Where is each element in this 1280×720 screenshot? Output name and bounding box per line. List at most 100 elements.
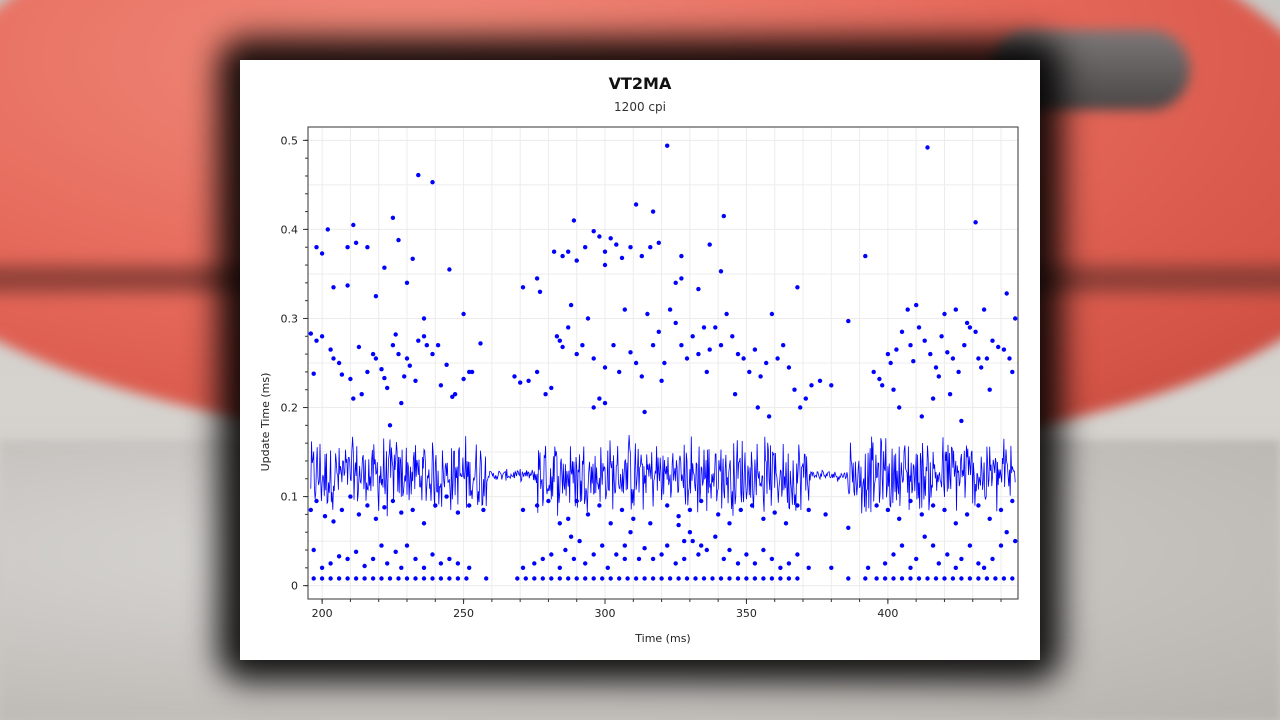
data-point	[619, 255, 625, 261]
data-point	[540, 576, 545, 581]
data-point	[752, 576, 758, 581]
data-point	[387, 423, 393, 428]
data-point	[404, 543, 410, 548]
data-point	[1004, 530, 1009, 535]
data-point	[402, 374, 407, 379]
data-point	[622, 543, 627, 548]
data-point	[605, 565, 610, 570]
data-point	[543, 392, 548, 397]
data-point	[421, 316, 427, 321]
y-axis-ticks: 0 0.1 0.2 0.3 0.4 0.5	[281, 134, 308, 593]
data-point	[447, 556, 452, 562]
x-axis-ticks: 200 250 300 350 400	[312, 599, 1002, 620]
data-point	[404, 356, 410, 361]
x-tick-label: 250	[453, 607, 474, 620]
data-point	[967, 325, 973, 330]
data-point	[699, 498, 704, 504]
data-point	[399, 510, 404, 515]
data-point	[370, 351, 376, 357]
data-point	[534, 276, 540, 281]
data-point	[891, 576, 896, 581]
data-point	[684, 356, 690, 361]
data-point	[925, 576, 930, 581]
data-point	[727, 547, 732, 553]
data-point	[911, 359, 916, 364]
data-point	[817, 378, 823, 383]
data-point	[667, 576, 673, 581]
data-point	[447, 576, 452, 581]
data-point	[721, 556, 726, 562]
chart-svg: VT2MA 1200 cpi 200 250 300 350 400 0 0.1 0.2 0.…	[259, 74, 1019, 645]
data-point	[696, 351, 701, 357]
data-point	[421, 334, 427, 339]
data-point	[336, 360, 342, 366]
data-point	[319, 576, 325, 581]
data-point	[665, 143, 670, 148]
data-point	[682, 556, 687, 562]
data-point	[461, 376, 466, 382]
series-line-group	[310, 434, 1016, 517]
data-point	[614, 552, 619, 557]
data-point	[945, 350, 950, 355]
data-point	[574, 498, 579, 504]
data-point	[421, 565, 427, 570]
data-point	[345, 556, 350, 562]
data-point	[571, 218, 577, 223]
data-point	[673, 561, 678, 566]
data-point	[585, 512, 591, 517]
data-point	[755, 405, 760, 410]
data-point	[962, 343, 967, 348]
data-point	[430, 180, 435, 185]
data-point	[764, 360, 769, 366]
data-point	[336, 554, 342, 559]
data-point	[846, 576, 851, 581]
data-point	[667, 307, 673, 312]
data-point	[608, 576, 613, 581]
data-point	[540, 556, 545, 562]
data-point	[370, 576, 376, 581]
data-point	[484, 576, 489, 581]
data-point	[362, 563, 367, 569]
data-point	[673, 320, 678, 326]
data-point	[566, 516, 571, 521]
data-point	[701, 576, 707, 581]
data-point	[549, 385, 554, 391]
data-point	[947, 392, 953, 397]
data-point	[786, 561, 792, 566]
data-point	[600, 576, 605, 581]
data-point	[650, 556, 656, 562]
data-point	[438, 576, 444, 581]
data-point	[687, 507, 693, 513]
data-point	[679, 253, 684, 259]
data-point	[976, 576, 981, 581]
data-point	[642, 546, 647, 551]
data-point	[916, 325, 922, 330]
data-point	[577, 538, 582, 544]
data-point	[806, 507, 811, 513]
data-point	[659, 576, 664, 581]
data-point	[914, 556, 919, 562]
data-point	[396, 576, 401, 581]
data-point	[908, 576, 913, 581]
data-point	[591, 405, 596, 410]
data-point	[769, 576, 775, 581]
data-point	[953, 521, 958, 526]
data-point	[936, 374, 941, 379]
data-point	[574, 351, 579, 357]
data-point	[534, 503, 540, 508]
data-point	[704, 547, 709, 553]
chart-panel: VT2MA 1200 cpi 200 250 300 350 400 0 0.1 0.2 0.…	[240, 60, 1040, 660]
data-point	[987, 387, 992, 392]
data-point	[786, 576, 792, 581]
data-point	[1001, 576, 1007, 581]
data-point	[608, 236, 613, 241]
data-point	[939, 334, 944, 339]
data-point	[973, 329, 978, 334]
data-point	[308, 331, 313, 336]
data-point	[701, 325, 707, 330]
data-point	[608, 521, 613, 526]
data-point	[979, 365, 984, 370]
data-point	[650, 343, 656, 348]
data-point	[976, 561, 981, 566]
data-point	[467, 565, 472, 570]
